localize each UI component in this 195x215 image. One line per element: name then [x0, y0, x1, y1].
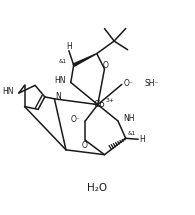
Text: &1: &1: [59, 59, 67, 64]
Text: O⁻: O⁻: [124, 79, 134, 88]
Text: H: H: [66, 42, 72, 51]
Text: O: O: [103, 61, 109, 70]
Text: H: H: [139, 135, 144, 144]
Text: O⁻: O⁻: [71, 115, 80, 124]
Text: H₂O: H₂O: [87, 183, 107, 193]
Text: HN: HN: [54, 76, 66, 85]
Text: Co: Co: [93, 100, 105, 109]
Text: &1: &1: [127, 131, 136, 136]
Text: NH: NH: [123, 114, 135, 123]
Text: N: N: [55, 92, 61, 101]
Text: HN: HN: [3, 87, 14, 96]
Text: O: O: [81, 141, 87, 150]
Polygon shape: [73, 54, 97, 66]
Text: SH⁻: SH⁻: [145, 79, 160, 88]
Text: 3+: 3+: [105, 98, 114, 103]
